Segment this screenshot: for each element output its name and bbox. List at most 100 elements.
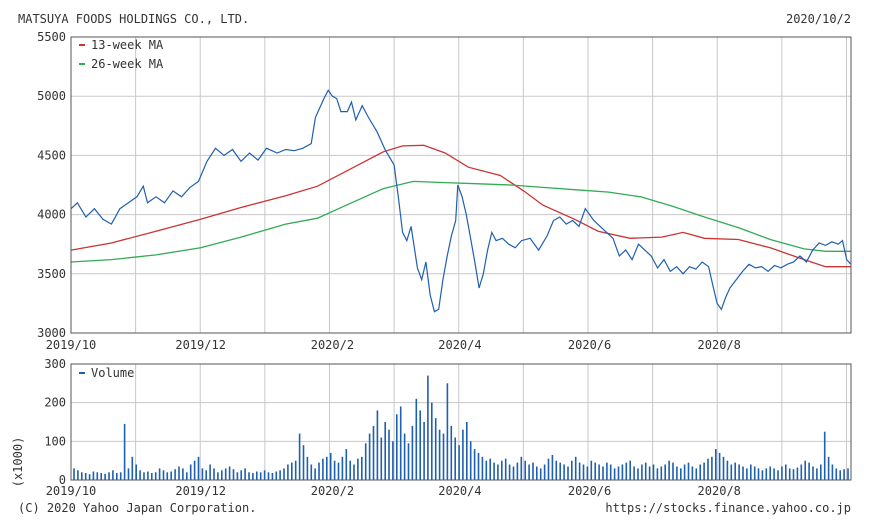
- volume-y-tick-label: 0: [59, 473, 66, 487]
- volume-bar: [508, 464, 511, 480]
- volume-bar: [112, 470, 114, 480]
- volume-bar: [232, 469, 235, 480]
- volume-bar: [314, 468, 316, 480]
- volume-bar: [718, 452, 721, 480]
- volume-bar: [563, 464, 565, 480]
- volume-bar: [730, 464, 733, 480]
- volume-x-tick-label: 2020/4: [438, 484, 481, 498]
- volume-bar: [259, 472, 262, 480]
- volume-bar: [209, 464, 211, 480]
- volume-bar: [388, 429, 390, 480]
- price-x-tick-label: 2020/6: [568, 338, 611, 352]
- volume-bar: [800, 464, 803, 480]
- volume-bar: [792, 469, 795, 480]
- volume-bar: [777, 470, 779, 480]
- volume-bar: [96, 472, 99, 480]
- volume-bar: [81, 472, 83, 480]
- volume-bar: [532, 462, 534, 480]
- price-x-tick-label: 2019/10: [46, 338, 97, 352]
- volume-bar: [567, 466, 569, 480]
- volume-bar: [734, 462, 736, 480]
- volume-bar: [158, 468, 161, 480]
- volume-bar: [462, 429, 464, 480]
- volume-bar: [407, 443, 410, 480]
- volume-bar: [131, 456, 134, 480]
- volume-bar: [804, 460, 806, 480]
- volume-bar: [539, 468, 542, 480]
- volume-bar: [843, 469, 845, 480]
- volume-bar: [178, 466, 180, 480]
- volume-bar: [458, 445, 460, 480]
- volume-bar: [147, 471, 149, 480]
- volume-bar: [116, 473, 118, 480]
- volume-bar: [788, 468, 791, 480]
- volume-bar: [84, 473, 87, 480]
- volume-bar: [676, 466, 678, 480]
- volume-bar: [664, 464, 666, 480]
- volume-bar: [100, 473, 102, 480]
- price-y-tick-label: 4500: [37, 148, 66, 162]
- volume-bar: [213, 468, 215, 480]
- volume-bar: [497, 464, 499, 480]
- volume-bar: [769, 466, 771, 480]
- volume-x-tick-label: 2020/2: [311, 484, 354, 498]
- volume-bar: [294, 460, 297, 480]
- volume-bar: [761, 470, 764, 480]
- volume-bar: [271, 473, 274, 480]
- volume-bar: [711, 456, 713, 480]
- volume-bar: [466, 422, 468, 480]
- price-x-tick-label: 2020/2: [311, 338, 354, 352]
- legend-label: 13-week MA: [91, 38, 164, 52]
- volume-bar: [633, 466, 635, 480]
- volume-bar: [240, 470, 242, 480]
- volume-bar: [411, 425, 414, 480]
- volume-bar: [559, 462, 561, 480]
- volume-bar: [442, 433, 445, 480]
- volume-bar: [839, 470, 841, 480]
- volume-bar: [629, 460, 631, 480]
- volume-bar: [574, 456, 577, 480]
- volume-bar: [326, 456, 328, 480]
- price-lines: [70, 89, 852, 313]
- volume-unit-label: (x1000): [11, 437, 25, 488]
- price-y-tick-label: 5000: [37, 89, 66, 103]
- volume-bar: [256, 471, 258, 480]
- volume-bar: [812, 466, 814, 480]
- volume-bar: [186, 472, 188, 480]
- volume-x-tick-label: 2020/8: [698, 484, 741, 498]
- volume-bar: [726, 460, 729, 480]
- legend-label: Volume: [91, 366, 134, 380]
- volume-legend: Volume: [79, 366, 134, 380]
- legend-label: 26-week MA: [91, 57, 164, 71]
- volume-bar: [357, 458, 359, 480]
- volume-bar: [757, 468, 760, 480]
- price-legend: 13-week MA 26-week MA: [79, 38, 164, 71]
- volume-bar: [609, 464, 612, 480]
- volume-y-tick-label: 300: [44, 357, 66, 371]
- volume-bar: [621, 464, 624, 480]
- volume-grid: [71, 363, 851, 481]
- volume-bar: [431, 402, 433, 480]
- volume-bar: [820, 464, 822, 480]
- volume-bar: [602, 466, 604, 480]
- price-line: [70, 89, 852, 313]
- volume-bar: [333, 460, 336, 480]
- volume-bar: [108, 472, 110, 480]
- volume-bar: [415, 398, 418, 480]
- volume-bar: [687, 462, 690, 480]
- volume-bar: [419, 410, 421, 480]
- volume-bar: [590, 460, 593, 480]
- volume-bar: [551, 454, 554, 480]
- volume-bar: [287, 464, 289, 480]
- volume-bar: [217, 472, 219, 480]
- volume-bar: [454, 437, 456, 480]
- copyright-text: (C) 2020 Yahoo Japan Corporation.: [18, 501, 256, 515]
- volume-bar: [835, 468, 838, 480]
- volume-x-axis: 2019/10 2019/12 2020/2 2020/4 2020/6 2020/8: [46, 484, 741, 498]
- source-url[interactable]: https://stocks.finance.yahoo.co.jp: [605, 501, 851, 515]
- volume-bar: [765, 468, 768, 480]
- volume-bar: [547, 458, 550, 480]
- volume-bar: [707, 458, 709, 480]
- volume-x-tick-label: 2019/10: [46, 484, 97, 498]
